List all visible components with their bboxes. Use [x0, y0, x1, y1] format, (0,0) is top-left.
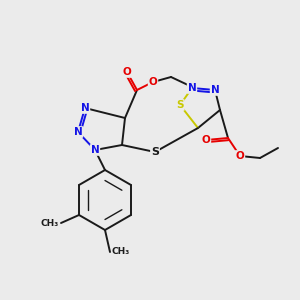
Text: CH₃: CH₃ — [41, 218, 59, 227]
Text: O: O — [148, 77, 158, 87]
Text: N: N — [188, 83, 196, 93]
Text: N: N — [74, 127, 82, 137]
Text: N: N — [211, 85, 219, 95]
Text: O: O — [236, 151, 244, 161]
Text: O: O — [202, 135, 210, 145]
Text: CH₃: CH₃ — [112, 248, 130, 256]
Text: N: N — [81, 103, 89, 113]
Text: O: O — [123, 67, 131, 77]
Text: N: N — [91, 145, 99, 155]
Text: S: S — [151, 147, 159, 157]
Text: S: S — [176, 100, 184, 110]
